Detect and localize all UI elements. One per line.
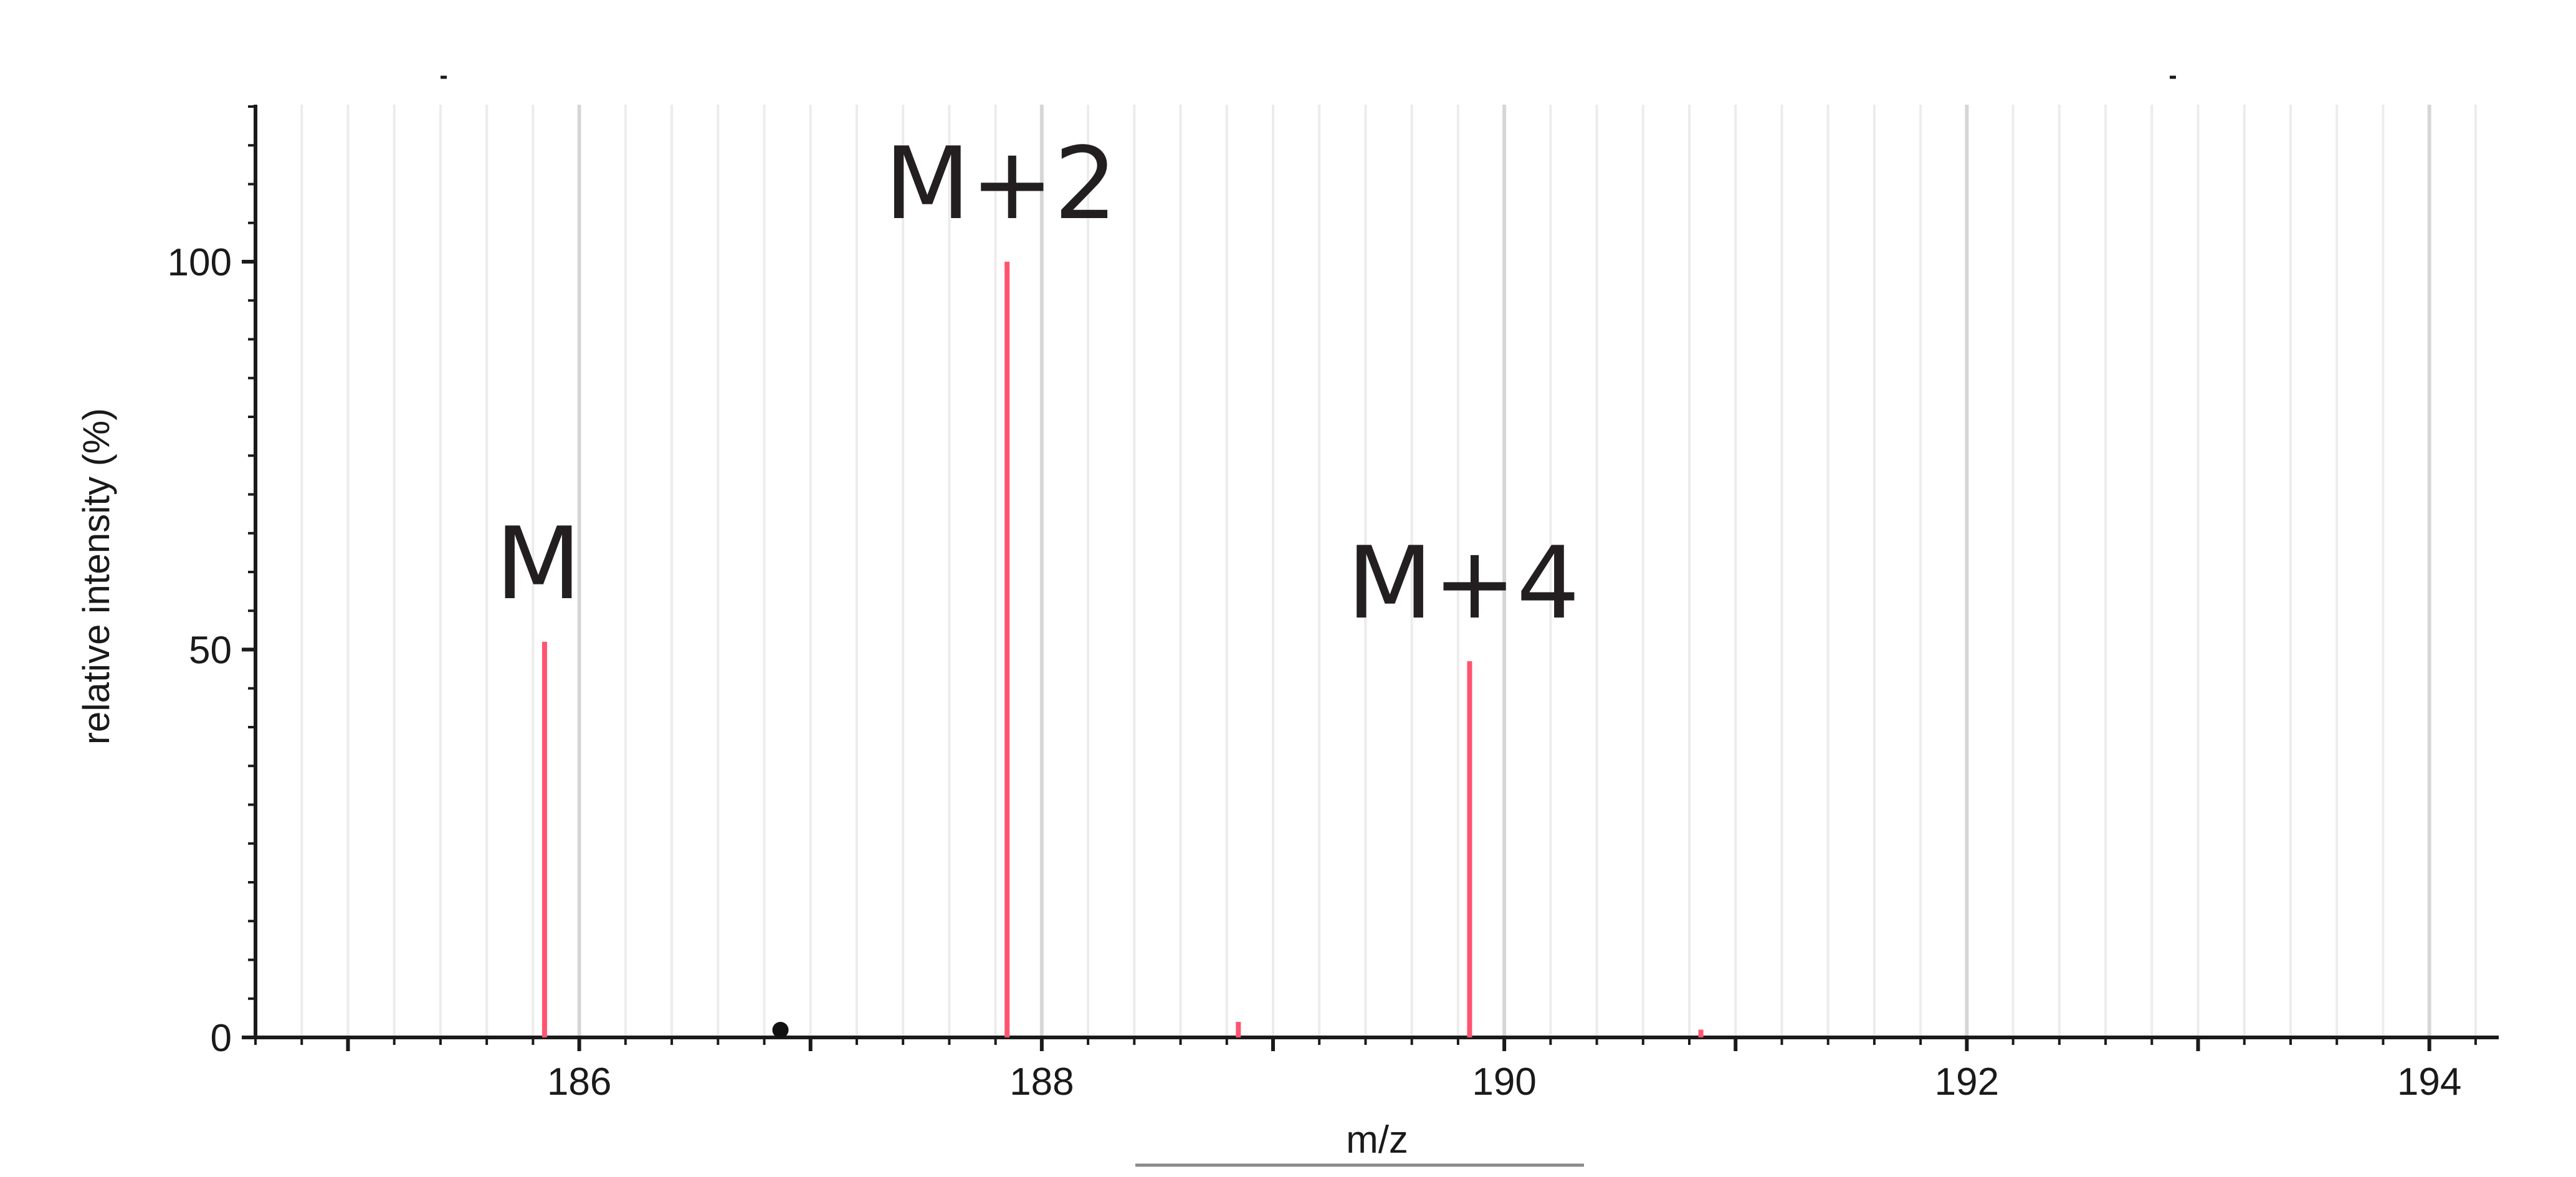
x-tick-label: 186 [547, 1060, 611, 1103]
y-axis-title: relative intensity (%) [75, 408, 117, 745]
peak-annotation: M+2 [884, 125, 1117, 242]
x-axis-title: m/z [1346, 1118, 1408, 1161]
peak-bars [541, 262, 1704, 1038]
peak-bar [541, 642, 547, 1037]
gridlines [254, 105, 2477, 1037]
peak-bar [1467, 661, 1472, 1037]
peak-bar [1698, 1029, 1704, 1037]
peak-annotation: M [495, 505, 581, 622]
peak-annotation: M+4 [1347, 525, 1580, 641]
x-tick-label: 192 [1935, 1060, 1999, 1103]
x-tick-label: 188 [1009, 1060, 1074, 1103]
y-tick-label: 0 [211, 1017, 232, 1060]
y-tick-label: 50 [189, 629, 232, 672]
x-tick-label: 190 [1472, 1060, 1536, 1103]
peak-bar [1236, 1022, 1241, 1037]
baseline-marker [772, 1022, 789, 1038]
peak-bar [1004, 262, 1010, 1037]
labels: M M+2 M+4 [495, 125, 1580, 641]
y-tick-label: 100 [168, 241, 232, 284]
x-tick-label: 194 [2397, 1060, 2461, 1103]
axes: 0 50 100 186 188 190 192 194 m/z relative intensi… [75, 75, 2499, 1167]
